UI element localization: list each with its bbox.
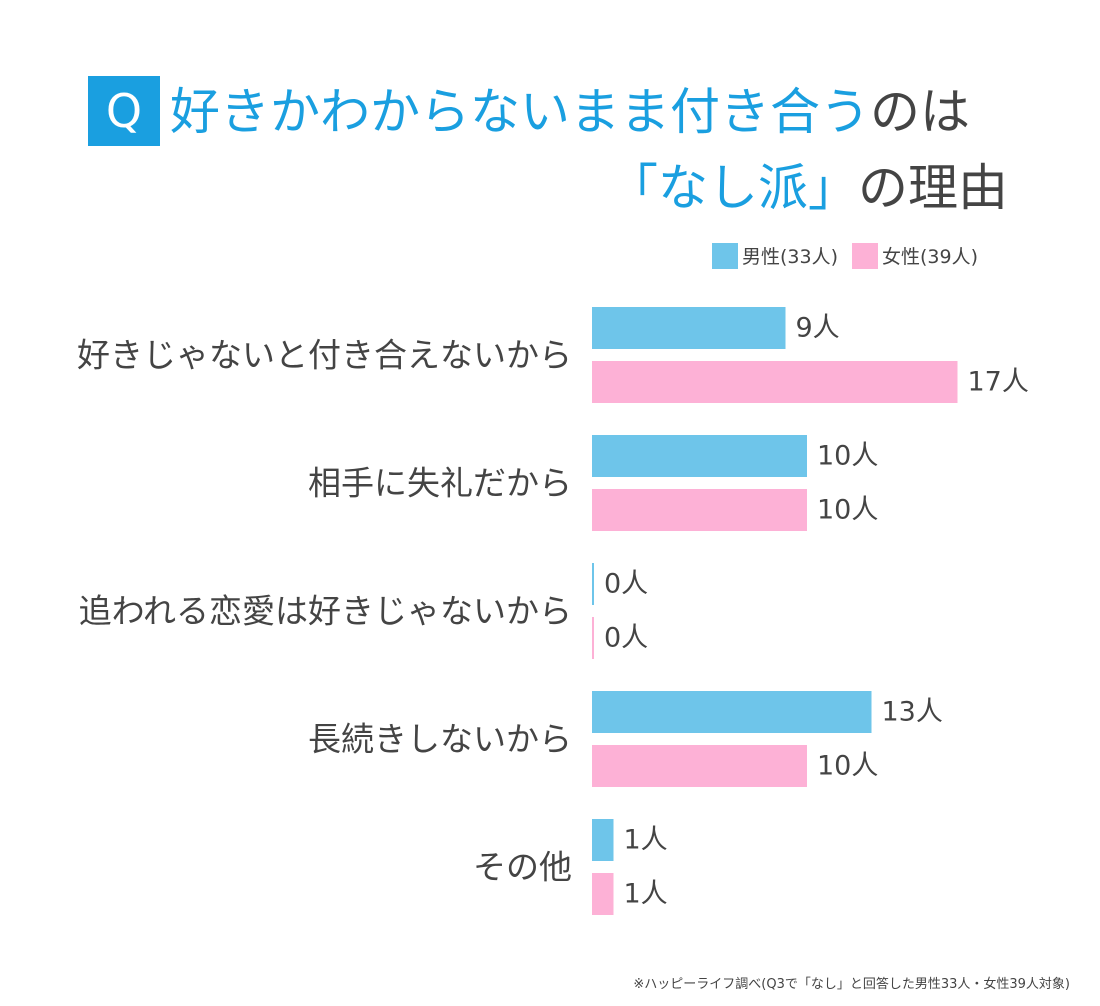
footnote: ※ハッピーライフ調べ(Q3で「なし」と回答した男性33人・女性39人対象): [633, 977, 1070, 992]
legend-label-male: 男性(33人): [742, 246, 839, 268]
question-badge: Q: [88, 76, 160, 146]
data-label: 0人: [604, 623, 648, 654]
legend-swatch-male: [712, 242, 738, 269]
data-label: 10人: [817, 441, 878, 472]
data-label: 13人: [882, 697, 943, 728]
bar-group: 相手に失礼だから 10人 10人: [308, 435, 878, 531]
title-rest-1: のは: [870, 83, 970, 141]
title-highlight-2: 「なし派」: [608, 159, 858, 217]
bar-female: [592, 617, 594, 659]
legend: 男性(33人) 女性(39人): [712, 242, 992, 269]
title-highlight-1: 好きかわからないまま付き合う: [170, 83, 870, 141]
data-label: 0人: [604, 569, 648, 600]
category-label: その他: [473, 848, 572, 887]
chart-title-line-1: 好きかわからないまま付き合うのは: [170, 82, 970, 142]
bar-group: 好きじゃないと付き合えないから 9人 17人: [77, 307, 1029, 403]
data-label: 10人: [817, 751, 878, 782]
bar-female: [592, 361, 958, 403]
bar-male: [592, 563, 594, 605]
bar-male: [592, 819, 614, 861]
bar-female: [592, 873, 614, 915]
category-label: 好きじゃないと付き合えないから: [77, 336, 572, 375]
title-rest-2: の理由: [858, 159, 1008, 217]
bar-group: 追われる恋愛は好きじゃないから 0人 0人: [79, 563, 648, 659]
category-label: 相手に失礼だから: [308, 464, 572, 503]
legend-swatch-female: [852, 242, 879, 269]
bar-female: [592, 745, 807, 787]
data-label: 10人: [817, 495, 878, 526]
legend-item-male: 男性(33人): [712, 242, 838, 269]
data-label: 9人: [796, 313, 840, 344]
bar-male: [592, 691, 872, 733]
data-label: 17人: [968, 367, 1029, 398]
bar-female: [592, 489, 807, 531]
category-label: 追われる恋愛は好きじゃないから: [79, 592, 572, 631]
legend-item-female: 女性(39人): [852, 242, 978, 269]
category-label: 長続きしないから: [308, 720, 572, 759]
bar-male: [592, 307, 786, 349]
legend-label-female: 女性(39人): [882, 246, 979, 268]
data-label: 1人: [624, 879, 668, 910]
chart-title-line-2: 「なし派」の理由: [608, 158, 1008, 218]
bar-group: その他 1人 1人: [473, 819, 668, 915]
bar-male: [592, 435, 807, 477]
data-label: 1人: [624, 825, 668, 856]
